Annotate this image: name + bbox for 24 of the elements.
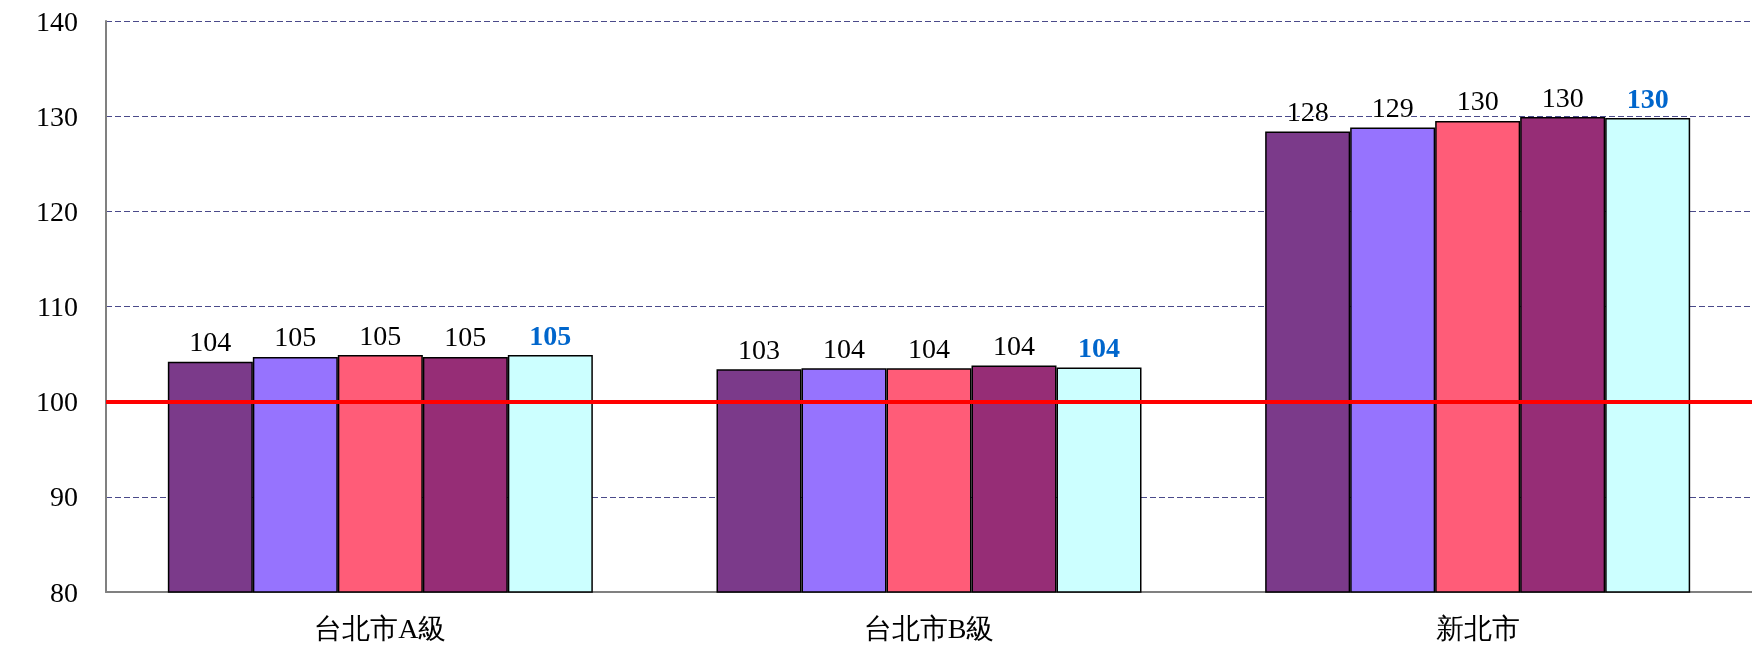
- y-tick-label: 130: [36, 100, 78, 132]
- data-label: 103: [738, 333, 780, 365]
- data-label: 130: [1456, 85, 1499, 117]
- x-tick-label: 台北市A級: [314, 612, 447, 644]
- data-label: 105: [359, 319, 402, 351]
- x-tick-label: 台北市B級: [863, 612, 995, 644]
- y-tick-label: 120: [36, 195, 78, 227]
- y-tick-label: 90: [50, 481, 78, 513]
- y-tick-label: 100: [36, 386, 78, 418]
- data-label: 104: [1078, 331, 1120, 363]
- y-tick-label: 80: [50, 576, 78, 608]
- data-label: 130: [1626, 82, 1669, 114]
- y-tick-label: 110: [37, 291, 78, 322]
- data-label: 104: [993, 330, 1035, 361]
- y-tick-label: 140: [36, 5, 78, 37]
- data-label: 129: [1371, 92, 1414, 124]
- x-tick-label: 新北市: [1435, 612, 1520, 644]
- data-label: 130: [1541, 81, 1584, 113]
- data-label: 105: [529, 319, 572, 351]
- data-label: 104: [908, 332, 950, 364]
- data-label: 104: [823, 332, 865, 364]
- data-label: 105: [274, 321, 317, 353]
- data-label: 105: [444, 321, 487, 353]
- data-label: 104: [189, 326, 232, 358]
